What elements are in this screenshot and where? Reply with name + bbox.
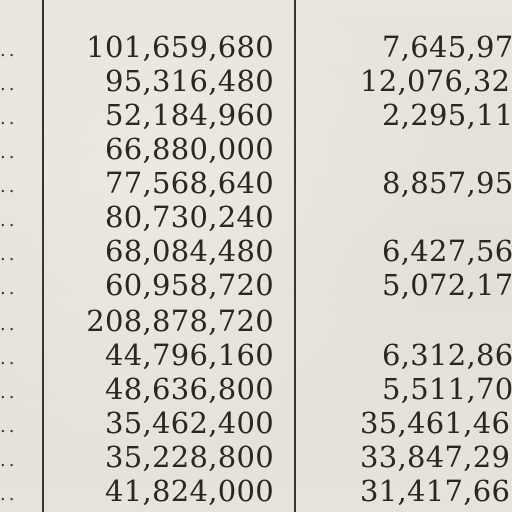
dot-leader: .. [0,108,18,129]
value-cell-right: 5,511,704 [382,372,512,406]
value-cell-middle: 48,636,800 [104,372,274,406]
table-row: .. 68,084,480 6,427,567 [0,234,512,268]
table-row: .. 208,878,720 [0,304,512,338]
dot-leader: .. [0,278,18,299]
table-row: .. 52,184,960 2,295,111 [0,98,512,132]
dot-leader: .. [0,484,18,505]
table-row: .. 35,462,400 35,461,467 [0,406,512,440]
value-cell-middle: 35,228,800 [104,440,274,474]
value-cell-middle: 60,958,720 [104,268,274,302]
value-cell-middle: 208,878,720 [86,304,274,338]
dot-leader: .. [0,450,18,471]
value-cell-right: 5,072,174 [382,268,512,302]
table-row: .. 60,958,720 5,072,174 [0,268,512,302]
value-cell-right: 31,417,663 [360,474,512,508]
table-row: .. 77,568,640 8,857,953 [0,166,512,200]
dot-leader: .. [0,244,18,265]
dot-leader: .. [0,416,18,437]
value-cell-middle: 101,659,680 [86,30,274,64]
column-rule-right [294,0,296,512]
value-cell-right: 6,312,861 [382,338,512,372]
table-row: .. 48,636,800 5,511,704 [0,372,512,406]
dot-leader: .. [0,142,18,163]
value-cell-right: 12,076,320 [360,64,512,98]
table-row: .. 66,880,000 [0,132,512,166]
dot-leader: .. [0,74,18,95]
table-row: .. 95,316,480 12,076,320 [0,64,512,98]
value-cell-right: 33,847,296 [360,440,512,474]
value-cell-middle: 44,796,160 [104,338,274,372]
value-cell-middle: 41,824,000 [104,474,274,508]
table-row: .. 41,824,000 31,417,663 [0,474,512,508]
value-cell-right: 7,645,978 [382,30,512,64]
value-cell-right: 8,857,953 [382,166,512,200]
value-cell-middle: 68,084,480 [104,234,274,268]
table-row: .. 80,730,240 [0,200,512,234]
value-cell-middle: 35,462,400 [104,406,274,440]
value-cell-right: 35,461,467 [360,406,512,440]
value-cell-middle: 80,730,240 [104,200,274,234]
value-cell-middle: 95,316,480 [104,64,274,98]
dot-leader: .. [0,176,18,197]
value-cell-middle: 52,184,960 [104,98,274,132]
dot-leader: .. [0,382,18,403]
value-cell-middle: 77,568,640 [104,166,274,200]
value-cell-right: 2,295,111 [382,98,512,132]
dot-leader: .. [0,314,18,335]
table-row: .. 44,796,160 6,312,861 [0,338,512,372]
dot-leader: .. [0,210,18,231]
column-rule-left [42,0,44,512]
dot-leader: .. [0,348,18,369]
dot-leader: .. [0,40,18,61]
value-cell-middle: 66,880,000 [104,132,274,166]
table-row: .. 101,659,680 7,645,978 [0,30,512,64]
table-row: .. 35,228,800 33,847,296 [0,440,512,474]
value-cell-right: 6,427,567 [382,234,512,268]
